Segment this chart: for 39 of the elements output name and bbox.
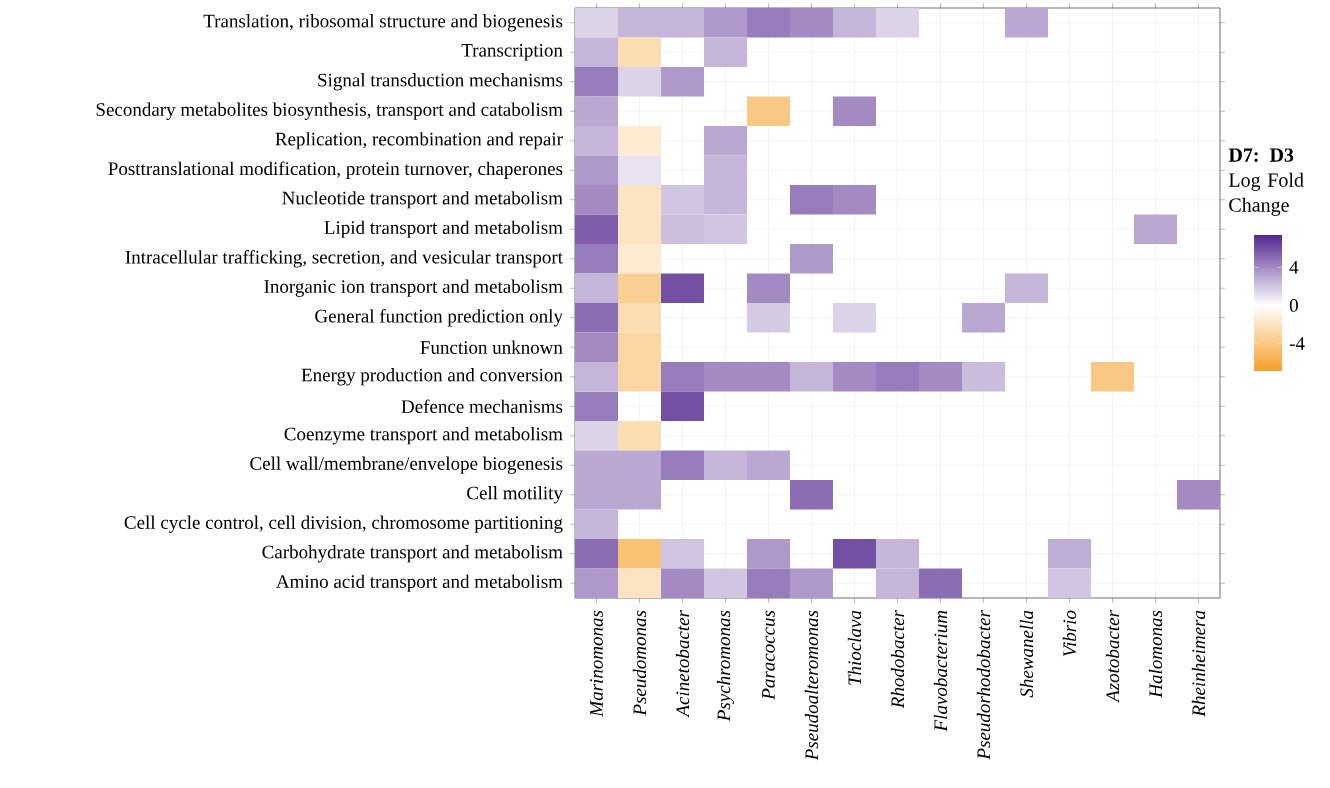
y-tick-label: Carbohydrate transport and metabolism [262,545,563,563]
color-bar-label: -4 [1289,337,1305,350]
y-tick-label: Cell motility [467,486,563,504]
x-tick-label: Pseudoalteromonas [804,610,819,761]
y-tick-label: Replication, recombination and repair [275,132,563,150]
y-tick-label: Cell wall/membrane/envelope biogenesis [250,456,563,474]
x-tick-label: Rhodobacter [890,609,905,709]
color-bar-label: 0 [1289,298,1298,312]
y-tick-label: Transcription [461,43,563,61]
color-bar-label: 4 [1289,261,1299,274]
y-tick-label: Inorganic ion transport and metabolism [264,279,563,297]
y-tick-label: Posttranslational modification, protein turnover, chaperones [108,161,563,179]
y-tick-label: Function unknown [420,340,563,354]
y-tick-label: Intracellular trafficking, secretion, and vesicular transport [125,249,563,268]
color-bar-title: D7: D3 Log Fold Change [1228,148,1304,216]
x-tick-label: Acinetobacter [675,609,690,718]
y-tick-label: Cell cycle control, cell division, chromosome partitioning [124,515,563,533]
y-tick-label: Translation, ribosomal structure and biogenesis [203,14,563,32]
y-tick-label: Nucleotide transport and metabolism [282,191,563,209]
x-tick-label: Shewanella [1019,610,1034,698]
y-tick-label: Coenzyme transport and metabolism [284,427,563,445]
y-tick-label: Energy production and conversion [301,368,563,386]
x-tick-label: Flavobacterium [933,610,948,732]
x-tick-label: Halomonas [1148,610,1163,698]
y-tick-label: Amino acid transport and metabolism [276,574,563,592]
y-tick-label: Defence mechanisms [401,399,563,414]
x-tick-label: Thioclava [847,610,862,685]
x-tick-label: Paracoccus [762,610,775,700]
y-tick-label: General function prediction only [315,308,563,327]
x-tick-label: Rheinheimera [1191,610,1206,717]
x-tick-label: Marinomonas [590,610,603,717]
x-tick-label: Psychromonas [716,610,735,722]
x-tick-label: Pseudomonas [632,610,647,716]
y-tick-label: Secondary metabolites biosynthesis, transport and catabolism [96,102,563,120]
x-tick-label: Pseudorhodobacter [976,609,991,760]
y-tick-label: Signal transduction mechanisms [318,73,563,91]
x-tick-label: Azotobacter [1105,609,1120,703]
x-tick-label: Vibrio [1062,610,1077,657]
y-tick-label: Lipid transport and metabolism [324,220,563,238]
